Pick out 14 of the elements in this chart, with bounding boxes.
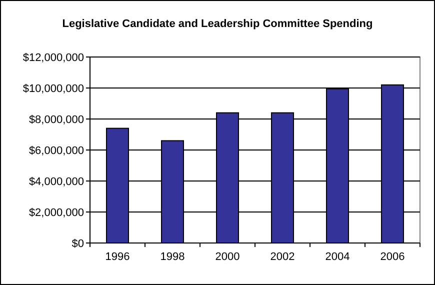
y-tick-label: $0 [72, 238, 84, 250]
x-tick-label: 1996 [105, 251, 130, 263]
x-tick-label: 2002 [270, 251, 295, 263]
x-tick-label: 2004 [325, 251, 350, 263]
x-tick-label: 2006 [380, 251, 405, 263]
y-tick-label: $6,000,000 [28, 144, 84, 157]
chart-title: Legislative Candidate and Leadership Committee Spending [62, 18, 373, 30]
y-tick-label: $8,000,000 [28, 114, 84, 126]
y-tick-label: $10,000,000 [22, 82, 84, 95]
x-tick-label: 2000 [215, 251, 240, 263]
y-tick-label: $2,000,000 [28, 206, 84, 219]
y-tick-label: $12,000,000 [22, 52, 84, 64]
x-tick-label: 1998 [160, 251, 185, 263]
y-tick-label: $4,000,000 [28, 176, 84, 188]
